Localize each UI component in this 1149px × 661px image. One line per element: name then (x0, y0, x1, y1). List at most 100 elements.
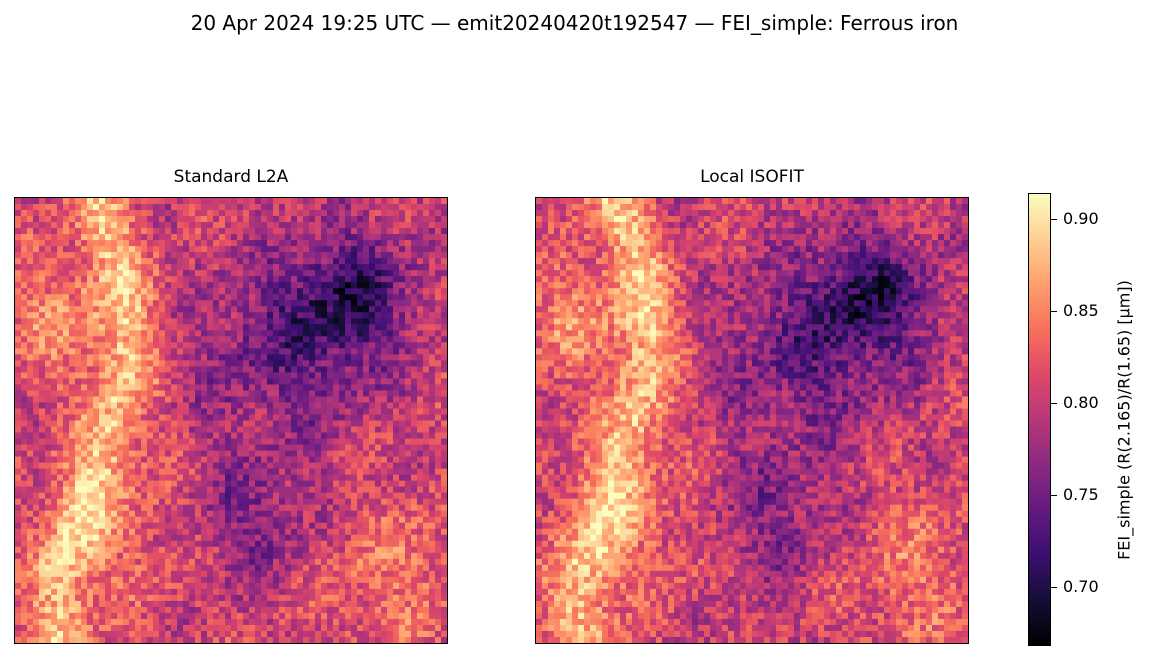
heatmap-cell (75, 414, 82, 422)
heatmap-cell (189, 384, 196, 392)
heatmap-cell (363, 408, 370, 416)
heatmap-cell (69, 522, 76, 530)
heatmap-cell (405, 240, 412, 247)
heatmap-cell (99, 258, 106, 265)
heatmap-cell (261, 360, 268, 367)
heatmap-cell (237, 306, 244, 313)
heatmap-cell (171, 282, 178, 289)
heatmap-cell (297, 396, 304, 404)
heatmap-cell (339, 378, 346, 386)
heatmap-cell (147, 360, 154, 367)
heatmap-cell (39, 474, 46, 482)
heatmap-cell (243, 414, 250, 422)
heatmap-cell (33, 234, 40, 241)
heatmap-cell (27, 366, 34, 373)
heatmap-cell (357, 318, 364, 325)
heatmap-cell (441, 342, 447, 349)
heatmap-cell (297, 198, 304, 205)
heatmap-cell (291, 366, 298, 373)
heatmap-cell (303, 210, 310, 217)
heatmap-cell (225, 366, 232, 373)
heatmap-cell (177, 546, 184, 554)
heatmap-cell (393, 552, 400, 560)
heatmap-cell (39, 372, 46, 379)
heatmap-cell (303, 360, 310, 367)
heatmap-cell (63, 300, 70, 307)
heatmap-cell (435, 468, 442, 476)
heatmap-cell (15, 288, 22, 295)
heatmap-cell (69, 450, 76, 458)
heatmap-cell (177, 438, 184, 446)
heatmap-cell (195, 222, 202, 229)
heatmap-cell (249, 420, 256, 428)
heatmap-cell (315, 198, 322, 205)
heatmap-cell (141, 276, 148, 283)
heatmap-cell (165, 534, 172, 542)
heatmap-cell (375, 528, 382, 536)
heatmap-cell (135, 360, 142, 367)
heatmap-cell (111, 438, 118, 446)
heatmap-cell (45, 312, 52, 319)
heatmap-cell (39, 384, 46, 392)
heatmap-cell (273, 516, 280, 524)
heatmap-cell (135, 414, 142, 422)
heatmap-cell (423, 564, 430, 572)
heatmap-cell (441, 240, 447, 247)
heatmap-cell (243, 588, 250, 596)
heatmap-cell (309, 234, 316, 241)
heatmap-cell (381, 414, 388, 422)
heatmap-cell (261, 234, 268, 241)
heatmap-cell (183, 216, 190, 223)
heatmap-cell (429, 198, 436, 205)
heatmap-cell (141, 258, 148, 265)
heatmap-cell (63, 390, 70, 398)
heatmap-cell (249, 408, 256, 416)
heatmap-cell (39, 312, 46, 319)
heatmap-cell (111, 378, 118, 386)
heatmap-cell (141, 420, 148, 428)
heatmap-cell (333, 426, 340, 434)
heatmap-cell (273, 282, 280, 289)
heatmap-cell (105, 312, 112, 319)
heatmap-cell (99, 228, 106, 235)
heatmap-cell (429, 456, 436, 464)
heatmap-cell (159, 504, 166, 512)
heatmap-cell (303, 384, 310, 392)
heatmap-cell (75, 300, 82, 307)
heatmap-cell (357, 360, 364, 367)
heatmap-cell (369, 504, 376, 512)
heatmap-cell (123, 342, 130, 349)
heatmap-cell (405, 576, 412, 584)
heatmap-cell (39, 294, 46, 301)
heatmap-cell (381, 408, 388, 416)
heatmap-cell (123, 492, 130, 500)
heatmap-cell (129, 450, 136, 458)
heatmap-cell (243, 216, 250, 223)
heatmap-cell (117, 594, 124, 602)
heatmap-cell (279, 342, 286, 349)
heatmap-cell (291, 360, 298, 367)
heatmap-cell (159, 240, 166, 247)
heatmap-cell (39, 354, 46, 361)
heatmap-cell (123, 210, 130, 217)
heatmap-cell (159, 258, 166, 265)
heatmap-cell (171, 540, 178, 548)
heatmap-cell (51, 342, 58, 349)
heatmap-cell (153, 246, 160, 253)
heatmap-cell (171, 258, 178, 265)
heatmap-cell (129, 234, 136, 241)
heatmap-cell (411, 354, 418, 361)
heatmap-cell (297, 462, 304, 470)
heatmap-cell (201, 234, 208, 241)
heatmap-cell (105, 600, 112, 608)
heatmap-cell (429, 594, 436, 602)
heatmap-cell (99, 318, 106, 325)
heatmap-cell (129, 414, 136, 422)
heatmap-cell (51, 558, 58, 566)
heatmap-cell (51, 360, 58, 367)
heatmap-cell (45, 606, 52, 614)
heatmap-cell (141, 444, 148, 452)
heatmap-cell (207, 318, 214, 325)
heatmap-cell (51, 240, 58, 247)
heatmap-cell (243, 252, 250, 259)
